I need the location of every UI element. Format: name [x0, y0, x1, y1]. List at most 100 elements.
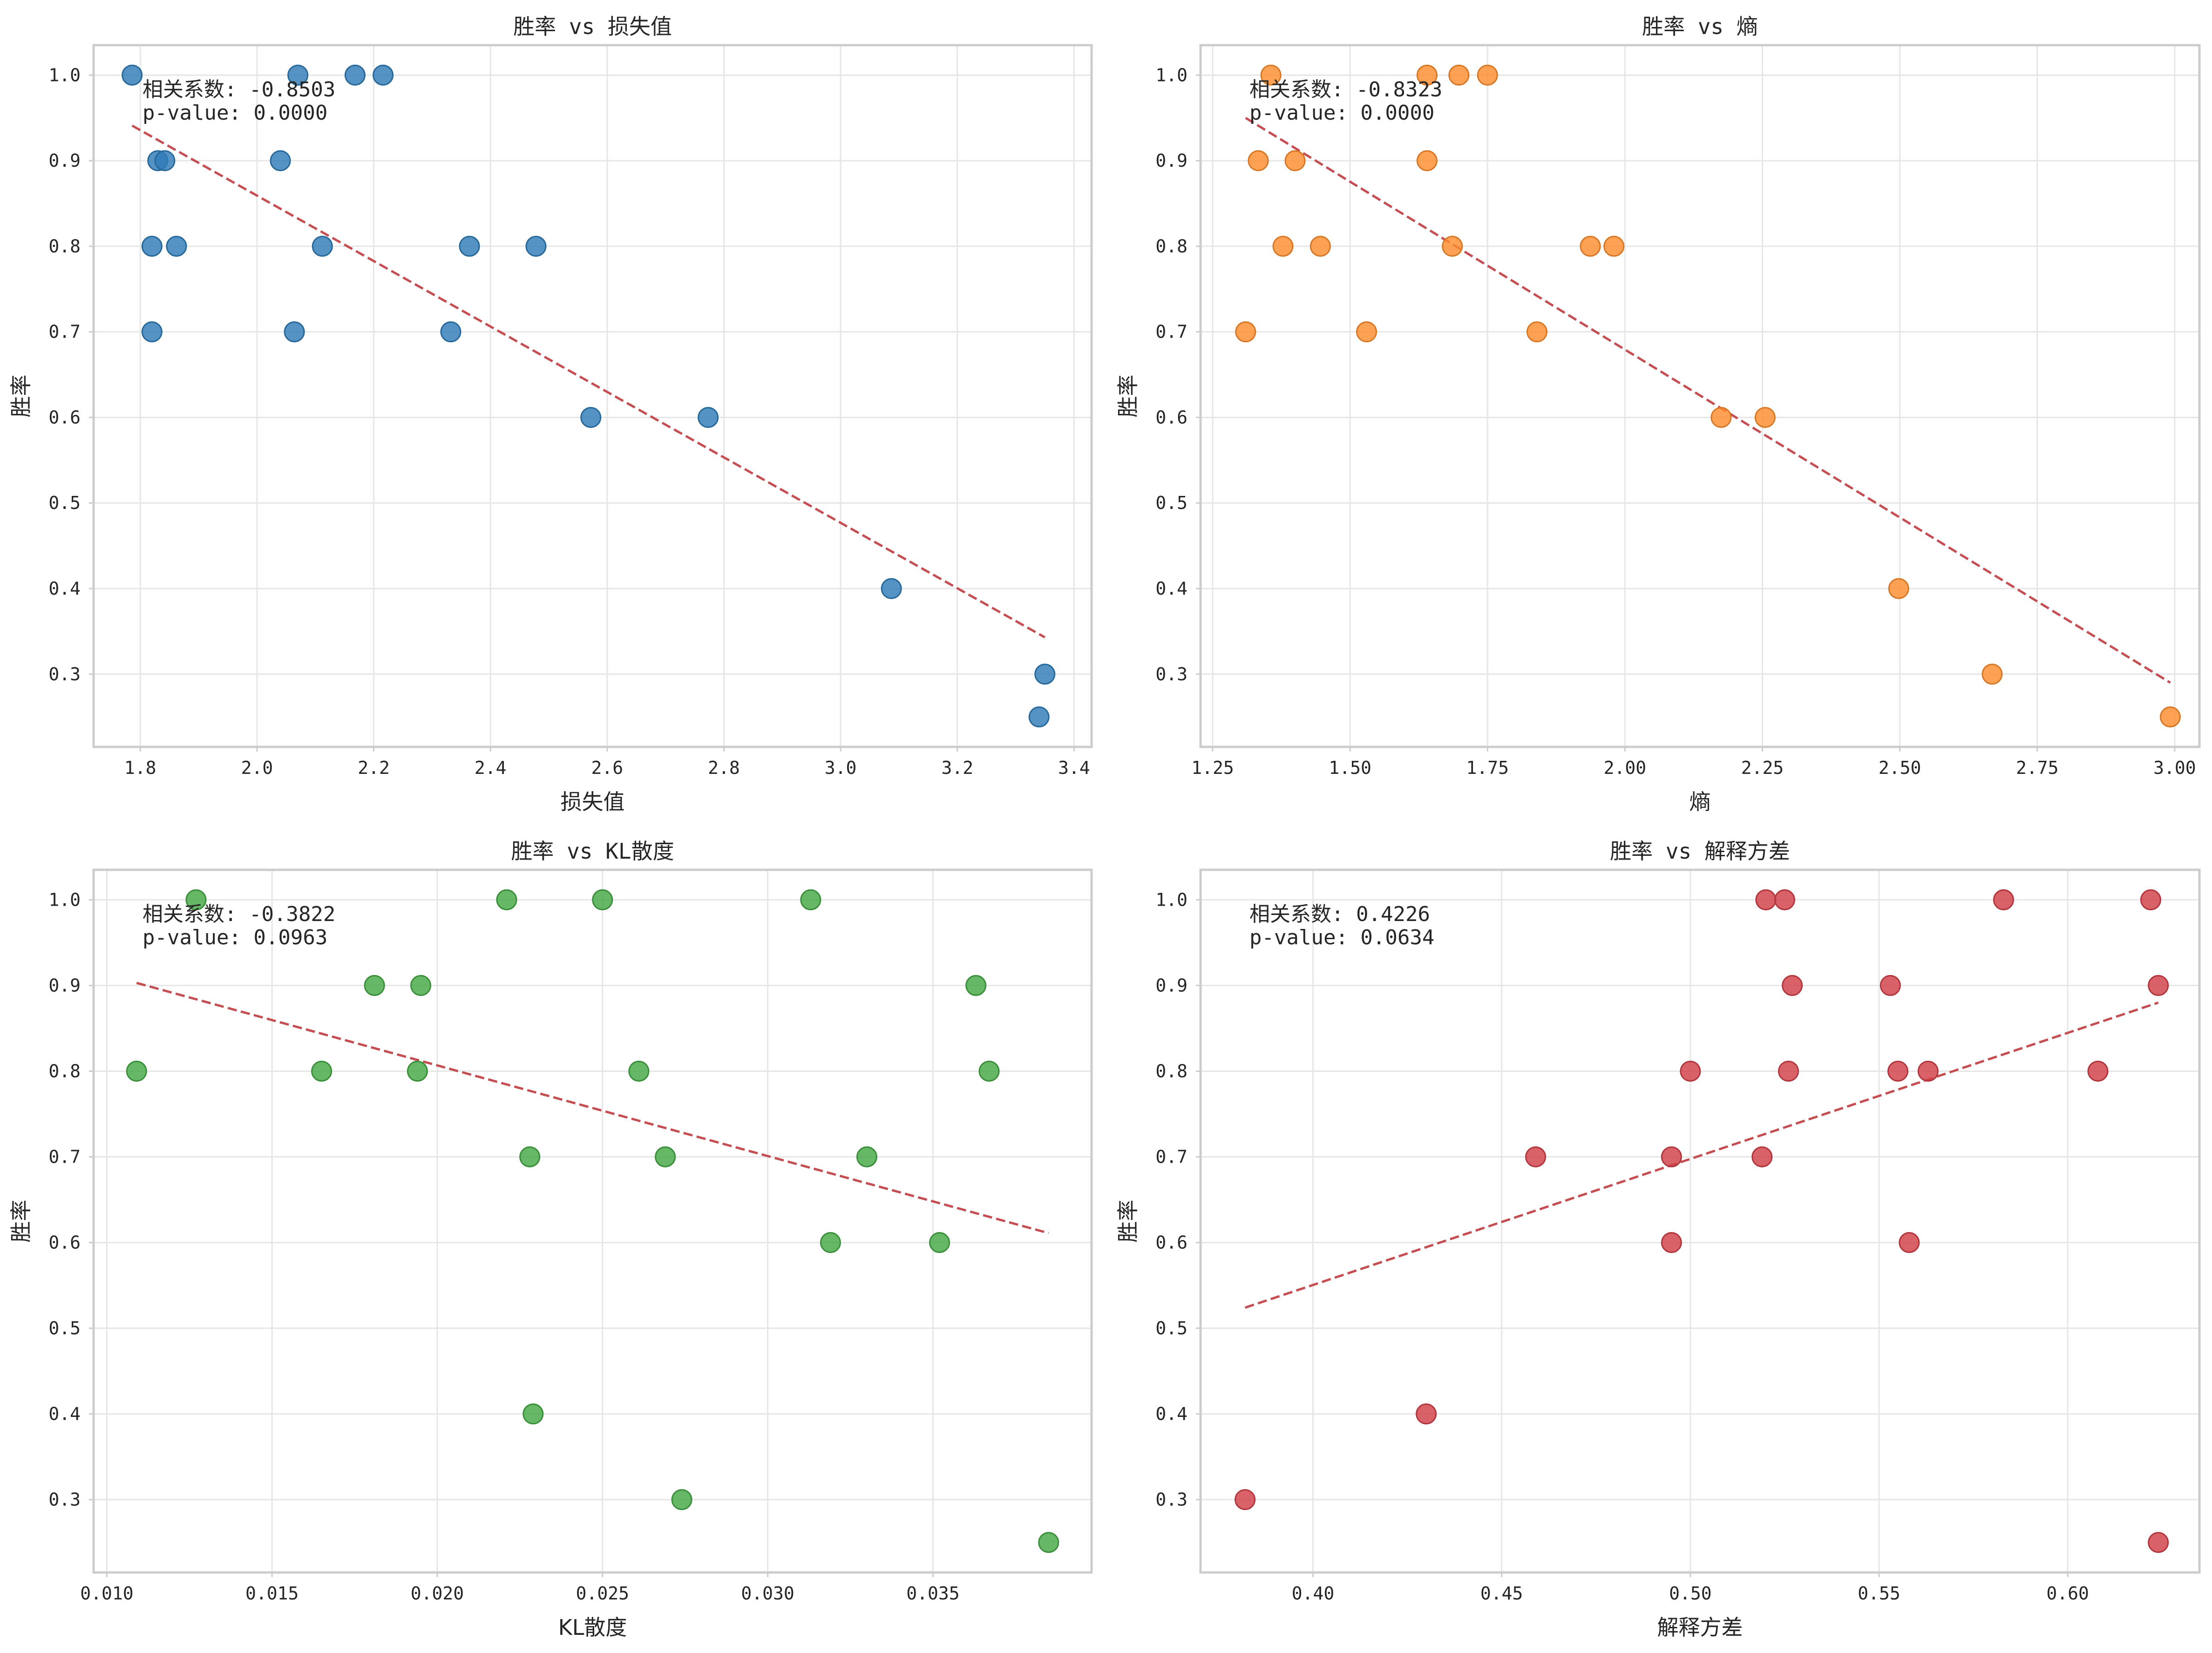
y-tick-label-6: 0.8 — [48, 1061, 81, 1081]
y-tick-label-6: 0.8 — [1155, 1061, 1187, 1081]
scatter-panel-1: 1.8 2.0 2.2 2.4 2.6 2.8 3.0 3.2 3.4 0.3 0.4 0.5 0.6 0… — [8, 14, 1093, 814]
data-point-7 — [270, 150, 291, 171]
y-tick-label-1: 0.3 — [1155, 664, 1187, 684]
data-point-9 — [166, 236, 187, 257]
y-tick-label-4: 0.6 — [48, 1233, 81, 1253]
data-point-16 — [580, 406, 602, 428]
data-point-6 — [1284, 150, 1306, 171]
y-tick-label-8: 1.0 — [1155, 65, 1187, 85]
y-tick-label-7: 0.9 — [48, 975, 81, 996]
data-point-13 — [1525, 1146, 1547, 1167]
x-tick-label-1: 0.40 — [1292, 1583, 1335, 1604]
y-tick-label-4: 0.6 — [48, 407, 81, 427]
data-point-11 — [628, 1060, 650, 1082]
trend-line — [131, 124, 1045, 638]
data-point-15 — [1751, 1146, 1773, 1167]
scatter-panel-2: 1.25 1.50 1.75 2.00 2.25 2.50 2.75 3.00 0.3 0.4 0.… — [1115, 14, 2201, 814]
data-point-8 — [126, 1060, 147, 1082]
p-value-annotation: p-value: 0.0000 — [1249, 101, 1434, 125]
chart-title: 胜率 vs 熵 — [1642, 14, 1758, 39]
x-tick-label-4: 0.55 — [1858, 1583, 1900, 1604]
y-axis-label: 胜率 — [1115, 375, 1140, 418]
data-point-1 — [185, 889, 207, 910]
data-point-17 — [1754, 406, 1776, 428]
x-tick-label-7: 3.0 — [825, 758, 857, 778]
x-tick-label-2: 0.45 — [1480, 1583, 1523, 1604]
correlation-annotation: 相关系数: -0.8323 — [1249, 78, 1442, 102]
y-axis-label: 胜率 — [1115, 1200, 1140, 1243]
plot-frame — [1199, 44, 2201, 748]
x-tick-label-5: 2.25 — [1741, 758, 1784, 778]
data-point-14 — [1356, 321, 1377, 343]
y-tick-label-8: 1.0 — [1155, 889, 1187, 910]
y-tick-label-3: 0.5 — [48, 1318, 81, 1339]
data-point-19 — [1235, 1489, 1256, 1511]
y-tick-label-4: 0.6 — [1155, 407, 1187, 427]
y-tick-label-5: 0.7 — [48, 1146, 81, 1167]
p-value-annotation: p-value: 0.0634 — [1249, 926, 1434, 949]
data-point-9 — [311, 1060, 332, 1082]
data-point-15 — [856, 1146, 877, 1167]
data-point-20 — [2148, 1532, 2169, 1553]
x-tick-label-2: 1.50 — [1329, 758, 1371, 778]
data-point-6 — [1880, 975, 1901, 996]
y-tick-label-6: 0.8 — [1155, 236, 1187, 257]
x-tick-label-1: 1.8 — [124, 758, 156, 778]
x-tick-label-9: 3.4 — [1058, 758, 1090, 778]
data-point-8 — [1272, 236, 1294, 257]
y-tick-label-7: 0.9 — [1155, 150, 1187, 171]
x-tick-label-6: 0.035 — [906, 1583, 959, 1604]
y-tick-label-5: 0.7 — [1155, 322, 1187, 342]
data-point-7 — [965, 975, 987, 996]
data-point-10 — [312, 236, 333, 257]
scatter-panel-4: 0.40 0.45 0.50 0.55 0.60 0.3 0.4 0.5 0.6 0.7 0.8 0.… — [1115, 839, 2201, 1640]
data-point-3 — [1448, 64, 1470, 86]
x-tick-label-4: 2.00 — [1604, 758, 1647, 778]
chart-title: 胜率 vs 损失值 — [513, 14, 672, 39]
data-point-18 — [522, 1403, 544, 1425]
data-point-17 — [698, 406, 719, 428]
data-point-1 — [122, 64, 143, 86]
data-point-17 — [1899, 1232, 1920, 1253]
y-tick-label-2: 0.4 — [48, 578, 81, 599]
data-point-20 — [1028, 706, 1050, 728]
y-tick-label-5: 0.7 — [1155, 1146, 1187, 1167]
x-axis-label: 解释方差 — [1657, 1615, 1743, 1640]
data-point-12 — [978, 1060, 1000, 1082]
data-point-14 — [284, 321, 305, 343]
x-tick-label-5: 2.6 — [591, 758, 624, 778]
data-point-16 — [820, 1232, 841, 1253]
data-point-4 — [2140, 889, 2161, 910]
x-tick-label-2: 0.015 — [245, 1583, 299, 1604]
x-tick-label-8: 3.2 — [941, 758, 973, 778]
data-point-8 — [1680, 1060, 1701, 1082]
plot-frame — [1199, 868, 2201, 1574]
y-tick-label-3: 0.5 — [1155, 493, 1187, 513]
data-point-15 — [440, 321, 461, 343]
data-point-16 — [1661, 1232, 1682, 1253]
x-tick-label-2: 2.0 — [241, 758, 273, 778]
data-point-13 — [141, 321, 163, 343]
chart-title: 胜率 vs 解释方差 — [1610, 839, 1790, 864]
x-axis-label: KL散度 — [558, 1615, 627, 1640]
data-point-11 — [1917, 1060, 1939, 1082]
chart-title: 胜率 vs KL散度 — [511, 839, 674, 864]
data-point-9 — [1310, 236, 1331, 257]
plot-frame — [92, 44, 1093, 748]
y-tick-label-2: 0.4 — [48, 1404, 81, 1424]
data-point-20 — [1038, 1532, 1059, 1553]
data-point-1 — [1755, 889, 1777, 910]
data-point-18 — [881, 578, 902, 599]
data-point-19 — [671, 1489, 692, 1511]
y-tick-label-6: 0.8 — [48, 236, 81, 257]
y-tick-label-1: 0.3 — [48, 1490, 81, 1510]
x-tick-label-1: 0.010 — [80, 1583, 133, 1604]
data-point-2 — [287, 64, 309, 86]
data-point-20 — [2159, 706, 2181, 728]
data-point-4 — [1477, 64, 1498, 86]
data-point-3 — [344, 64, 366, 86]
p-value-annotation: p-value: 0.0963 — [142, 926, 327, 949]
data-point-11 — [1580, 236, 1601, 257]
x-tick-label-3: 0.020 — [411, 1583, 464, 1604]
